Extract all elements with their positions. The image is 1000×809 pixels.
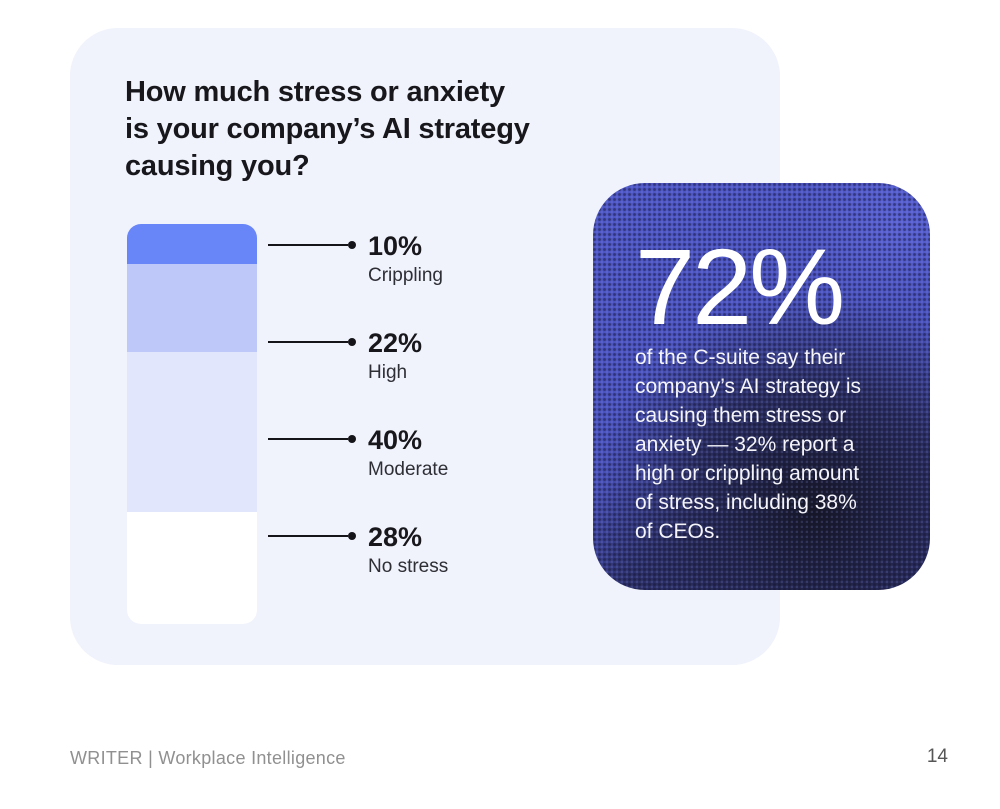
callout-high: 22% High: [268, 328, 528, 385]
callout-label: High: [368, 362, 408, 383]
stacked-bar-chart: [127, 224, 257, 624]
question-title: How much stress or anxiety is your compa…: [125, 76, 530, 182]
leader-line: [268, 532, 356, 540]
bar-segment-moderate: [127, 352, 257, 512]
leader-line: [268, 338, 356, 346]
bar-segment-no-stress: [127, 512, 257, 624]
stat-card: 72% of the C-suite say their company’s A…: [593, 183, 930, 590]
leader-dot-icon: [348, 241, 356, 249]
stat-description: of the C-suite say their company’s AI st…: [635, 346, 862, 543]
callout-label: Crippling: [368, 265, 443, 286]
callout-no-stress: 28% No stress: [268, 522, 528, 579]
leader-line: [268, 241, 356, 249]
leader-dot-icon: [348, 532, 356, 540]
leader-line: [268, 435, 356, 443]
leader-dot-icon: [348, 338, 356, 346]
callout-percent: 40%: [368, 425, 423, 455]
callout-moderate: 40% Moderate: [268, 425, 528, 482]
bar-segment-high: [127, 264, 257, 352]
footer-page-number: 14: [926, 746, 948, 767]
callout-percent: 22%: [368, 328, 423, 358]
callout-label: No stress: [368, 556, 449, 577]
callout-label: Moderate: [368, 459, 449, 480]
callout-percent: 28%: [368, 522, 423, 552]
footer-brand: WRITER | Workplace Intelligence: [70, 748, 346, 768]
callout-percent: 10%: [368, 231, 423, 261]
stat-big-number: 72%: [635, 226, 845, 347]
callout-crippling: 10% Crippling: [268, 231, 528, 288]
leader-dot-icon: [348, 435, 356, 443]
bar-segment-crippling: [127, 224, 257, 264]
